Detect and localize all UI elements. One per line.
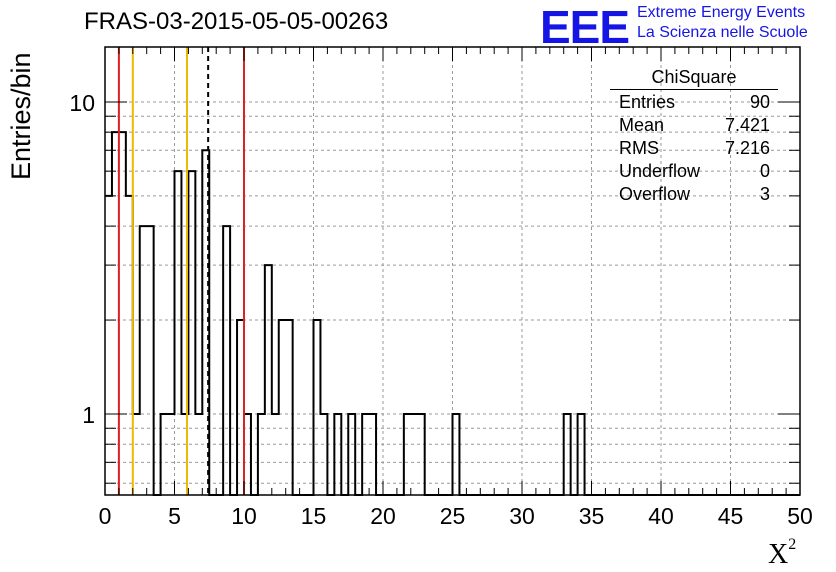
x-axis-label-base: X bbox=[768, 539, 789, 570]
x-tick-label: 20 bbox=[370, 503, 396, 529]
x-tick-label: 40 bbox=[648, 503, 674, 529]
axis-ticks bbox=[104, 47, 801, 495]
stats-rows: Entries 90 Mean 7.421 RMS 7.216 Underflow 0 Over… bbox=[610, 91, 778, 206]
stats-label: Entries bbox=[619, 92, 676, 112]
histogram-bin bbox=[188, 171, 195, 495]
x-axis-label: X2 bbox=[768, 536, 796, 571]
stats-row: Mean 7.421 bbox=[610, 114, 778, 137]
y-tick-labels: 1 10 bbox=[69, 90, 95, 428]
logo-caption: Extreme Energy Events La Scienza nelle S… bbox=[637, 3, 808, 43]
stats-label: Mean bbox=[619, 115, 665, 135]
eee-logo: EEE bbox=[540, 1, 630, 53]
x-tick-label: 35 bbox=[579, 503, 605, 529]
stats-row: Underflow 0 bbox=[610, 160, 778, 183]
stats-row: Overflow 3 bbox=[610, 183, 778, 206]
y-tick-label: 1 bbox=[82, 402, 95, 428]
x-tick-label: 5 bbox=[168, 503, 181, 529]
stats-row: Entries 90 bbox=[610, 91, 778, 114]
x-tick-label: 0 bbox=[99, 503, 112, 529]
histogram-bin bbox=[119, 132, 126, 495]
x-tick-label: 45 bbox=[718, 503, 744, 529]
stats-value: 7.216 bbox=[724, 138, 770, 158]
histogram-bin bbox=[223, 226, 230, 495]
stats-value: 0 bbox=[759, 161, 770, 181]
reference-lines bbox=[117, 47, 245, 495]
stats-value: 3 bbox=[759, 184, 770, 204]
x-tick-label: 10 bbox=[231, 503, 257, 529]
chart-title: FRAS-03-2015-05-05-00263 bbox=[84, 8, 389, 35]
histogram-bin bbox=[265, 265, 272, 495]
y-tick-label: 10 bbox=[69, 90, 95, 116]
x-tick-labels: 0 5 10 15 20 25 30 35 40 45 50 bbox=[99, 503, 813, 529]
histogram-bin bbox=[112, 132, 119, 495]
x-tick-label: 25 bbox=[440, 503, 466, 529]
x-tick-label: 30 bbox=[509, 503, 535, 529]
histogram-bin bbox=[314, 320, 321, 495]
histogram-bin bbox=[279, 320, 286, 495]
stats-box: ChiSquare Entries 90 Mean 7.421 RMS 7.216 Unde… bbox=[610, 67, 778, 206]
logo-line-1: Extreme Energy Events bbox=[637, 4, 806, 21]
histogram-bin bbox=[140, 226, 147, 495]
stats-row: RMS 7.216 bbox=[610, 137, 778, 160]
stats-title: ChiSquare bbox=[610, 67, 778, 90]
stats-label: Overflow bbox=[619, 184, 691, 204]
grid-lines bbox=[105, 47, 800, 495]
x-tick-label: 15 bbox=[301, 503, 327, 529]
histogram-bin bbox=[237, 320, 244, 495]
histogram-bin bbox=[105, 196, 112, 495]
stats-label: Underflow bbox=[619, 161, 701, 181]
logo-line-2: La Scienza nelle Scuole bbox=[637, 24, 808, 41]
stats-label: RMS bbox=[619, 138, 659, 158]
x-tick-label: 50 bbox=[787, 503, 813, 529]
histogram-bin bbox=[147, 226, 154, 495]
x-axis-label-superscript: 2 bbox=[788, 536, 797, 553]
histogram-bin bbox=[286, 320, 293, 495]
histogram-bin bbox=[126, 196, 133, 495]
stats-value: 7.421 bbox=[724, 115, 770, 135]
y-axis-label: Entries/bin bbox=[6, 52, 36, 180]
stats-value: 90 bbox=[749, 92, 770, 112]
histogram-bin bbox=[175, 171, 182, 495]
